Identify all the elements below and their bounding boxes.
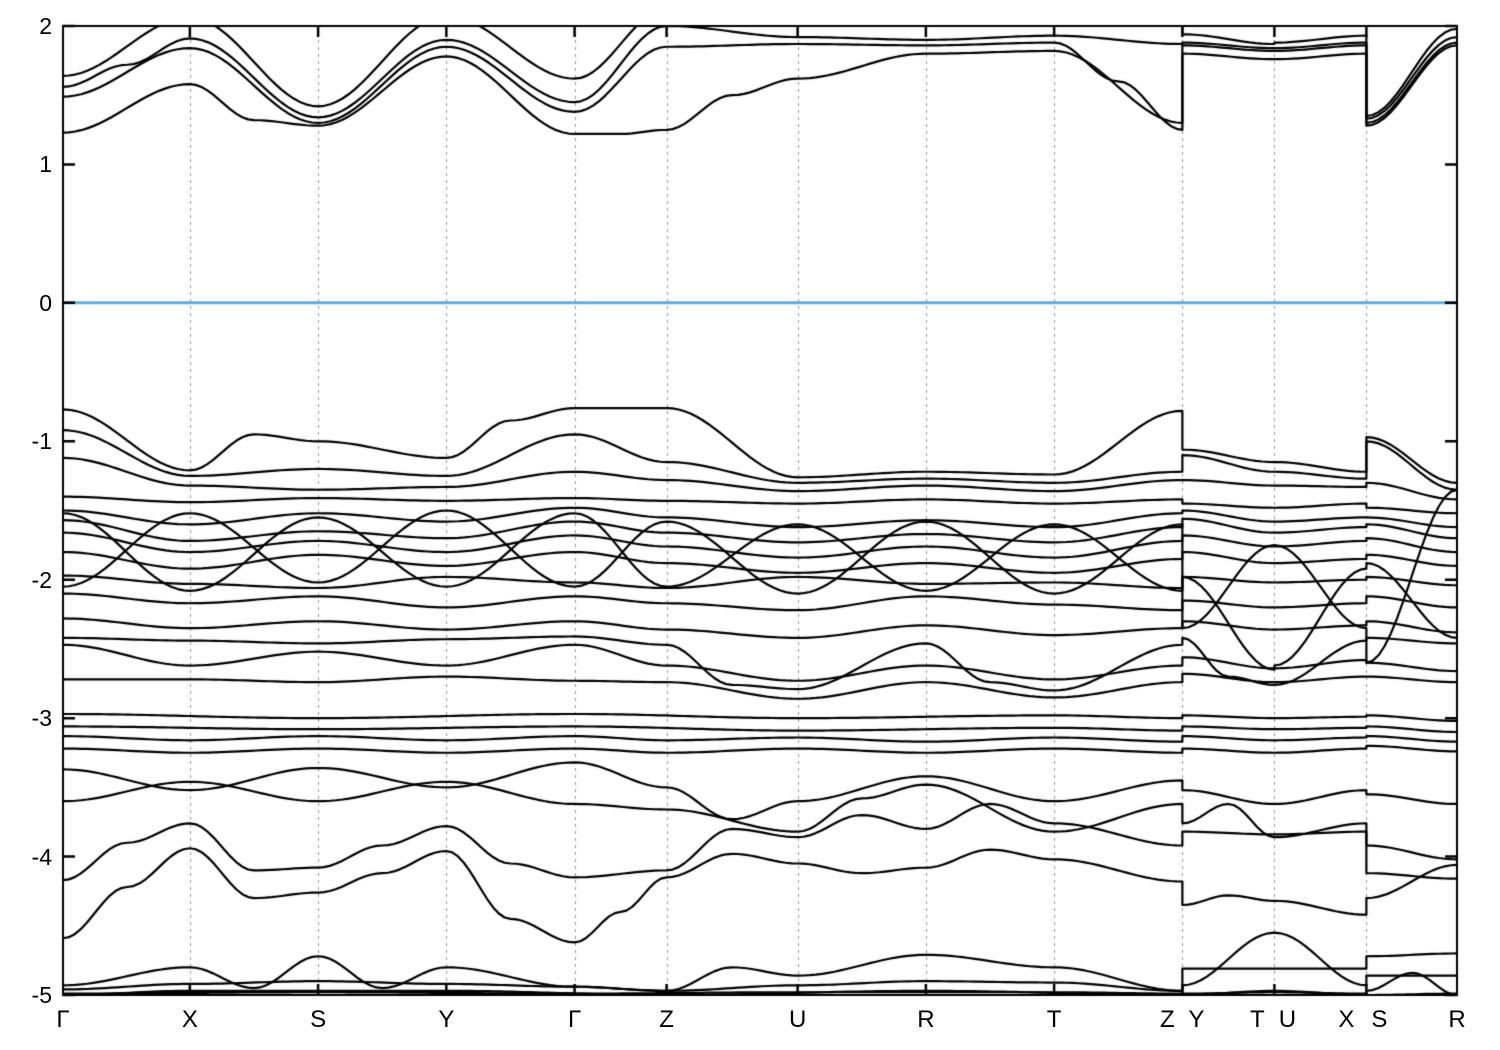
band-structure-figure: 2 1 0 -1 -2 -3 -4 -5 Γ X S Y Γ Z U R T Z Y T U X S R [0,0,1500,1050]
band-structure-canvas [0,0,1500,1050]
